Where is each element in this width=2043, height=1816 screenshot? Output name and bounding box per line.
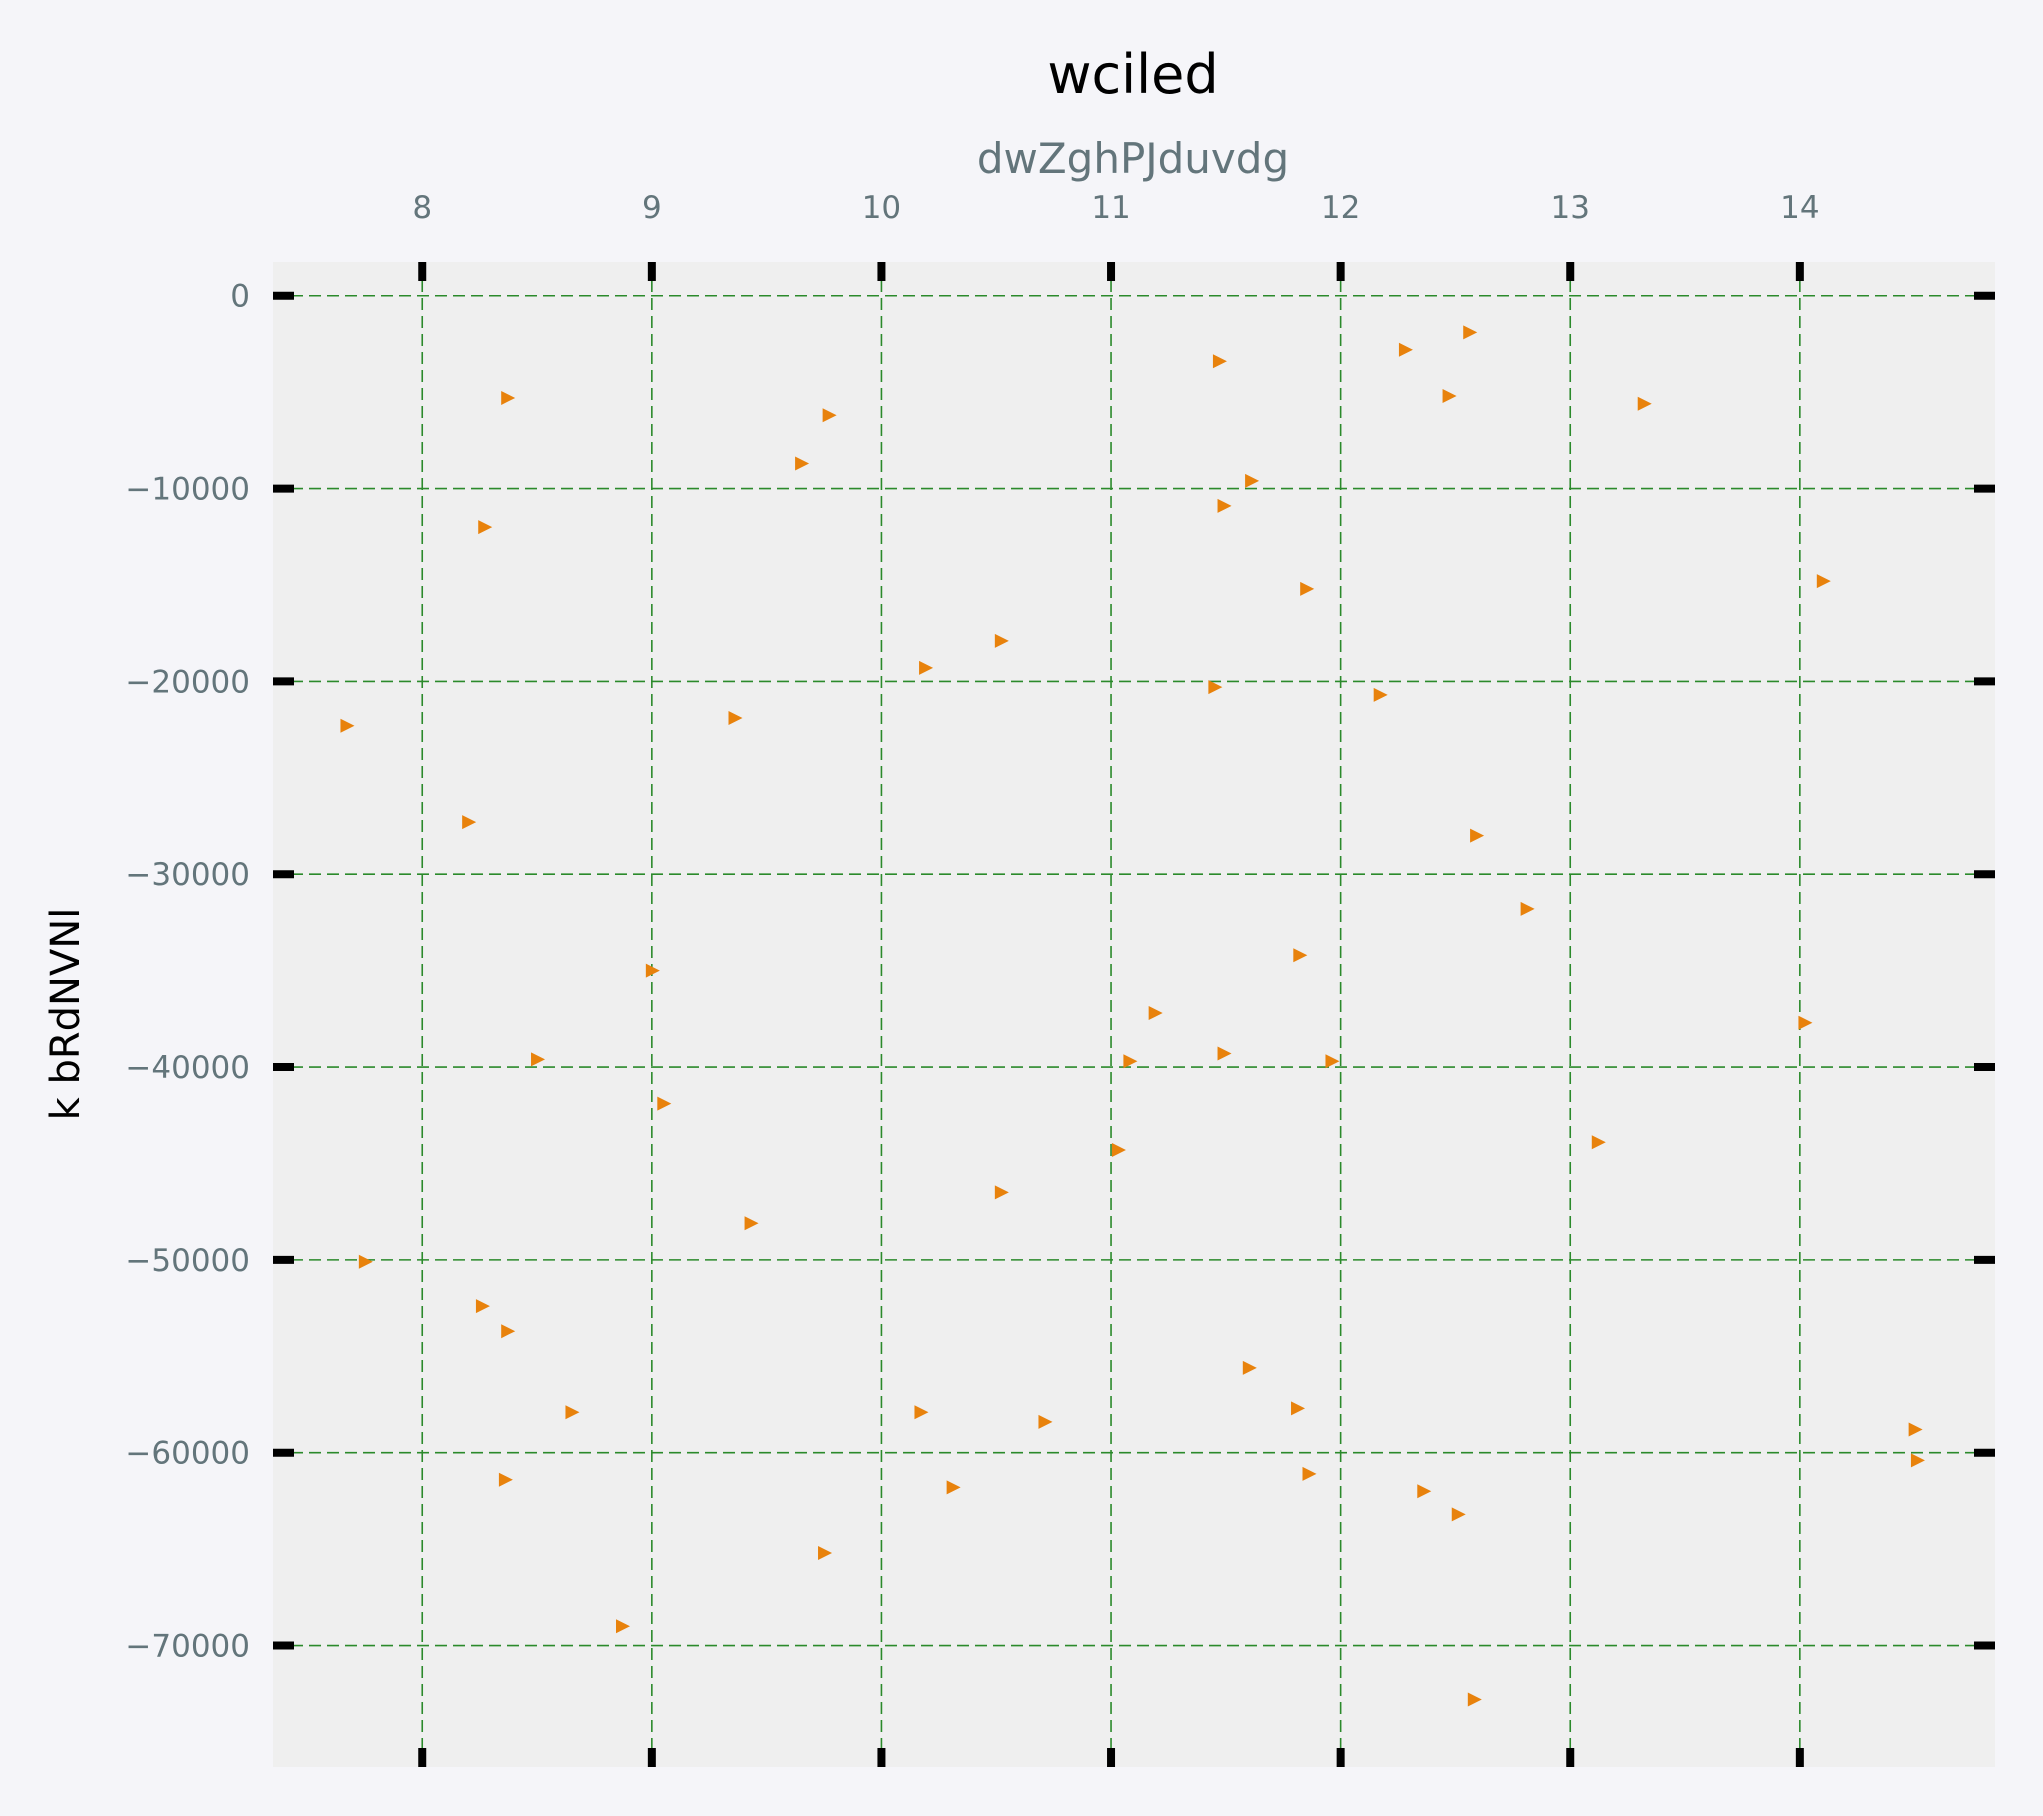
y-tick-label: −40000: [125, 1050, 250, 1086]
data-point: [1300, 581, 1315, 596]
y-tick-label: −20000: [125, 664, 250, 700]
data-point: [1325, 1054, 1340, 1069]
data-point: [914, 1405, 929, 1420]
data-point: [1245, 473, 1260, 488]
data-point: [822, 408, 837, 423]
y-tick-label: −60000: [125, 1436, 250, 1472]
data-point: [358, 1254, 373, 1269]
data-point: [1208, 680, 1223, 695]
data-point: [501, 390, 516, 405]
data-point: [498, 1472, 513, 1487]
data-point: [1373, 687, 1388, 702]
tick-marks: [273, 262, 1995, 1767]
data-point: [1910, 1453, 1925, 1468]
data-point: [919, 660, 934, 675]
data-point: [645, 963, 660, 978]
y-tick-label: −50000: [125, 1243, 250, 1279]
data-point: [615, 1619, 630, 1634]
data-point: [1302, 1466, 1317, 1481]
data-point: [565, 1405, 580, 1420]
data-point: [501, 1324, 516, 1339]
y-tick-label: 0: [230, 279, 250, 315]
data-point: [744, 1216, 759, 1231]
data-point: [728, 711, 743, 726]
data-point: [1217, 498, 1232, 513]
data-point: [1291, 1401, 1306, 1416]
x-tick-label: 9: [642, 190, 662, 226]
data-point: [946, 1480, 961, 1495]
data-point: [1398, 342, 1413, 357]
data-point: [531, 1052, 546, 1067]
data-point: [475, 1299, 490, 1314]
data-point: [1123, 1054, 1138, 1069]
data-point: [1038, 1414, 1053, 1429]
data-point: [1908, 1422, 1923, 1437]
data-point: [1417, 1484, 1432, 1499]
data-point: [818, 1545, 833, 1560]
y-axis-label: k bRdNVNl: [43, 908, 89, 1121]
data-point: [1816, 574, 1831, 589]
data-point: [1111, 1142, 1126, 1157]
data-point: [994, 633, 1009, 648]
x-axis-label: dwZghPJduvdg: [977, 134, 1289, 183]
x-tick-label: 11: [1091, 190, 1130, 226]
data-point: [1148, 1006, 1163, 1021]
x-tick-label: 13: [1551, 190, 1590, 226]
data-point: [1463, 325, 1478, 340]
chart-title: wciled: [1047, 43, 1218, 106]
data-point: [1798, 1015, 1813, 1030]
y-tick-label: −70000: [125, 1629, 250, 1665]
data-point: [1212, 354, 1227, 369]
data-points: [340, 325, 1925, 1707]
data-point: [340, 718, 355, 733]
x-tick-label: 8: [412, 190, 432, 226]
data-point: [657, 1096, 672, 1111]
y-tick-label: −30000: [125, 857, 250, 893]
data-point: [1451, 1507, 1466, 1522]
data-point: [994, 1185, 1009, 1200]
x-tick-label: 12: [1321, 190, 1360, 226]
data-point: [1242, 1360, 1257, 1375]
y-tick-label: −10000: [125, 472, 250, 508]
plot-area: [273, 262, 1995, 1767]
data-point: [1520, 901, 1535, 916]
data-point: [1442, 389, 1457, 404]
data-point: [1467, 1692, 1482, 1707]
x-tick-label: 14: [1780, 190, 1819, 226]
data-point: [478, 520, 493, 535]
data-point: [462, 815, 477, 830]
x-tick-label: 10: [862, 190, 901, 226]
tick-labels: 8 9 10 11 12 13 14 0 −10000 −20000 −30000 −40000 −50…: [125, 190, 1819, 1665]
data-point: [1293, 948, 1308, 963]
data-point: [1591, 1135, 1606, 1150]
data-point: [795, 456, 810, 471]
data-point: [1217, 1046, 1232, 1061]
data-point: [1470, 828, 1485, 843]
data-point: [1637, 396, 1652, 411]
